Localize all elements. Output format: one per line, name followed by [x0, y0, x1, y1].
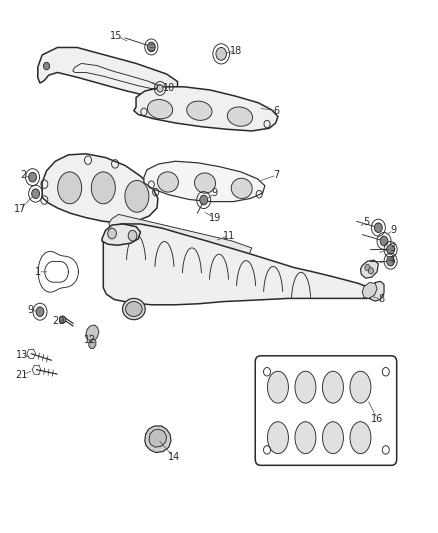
Text: 6: 6 [274, 106, 280, 116]
Text: 20: 20 [52, 316, 64, 326]
Text: 19: 19 [208, 213, 221, 223]
Ellipse shape [322, 371, 343, 403]
Circle shape [36, 307, 44, 317]
Polygon shape [360, 260, 378, 278]
Text: 9: 9 [391, 225, 397, 236]
Polygon shape [145, 426, 171, 453]
Text: 18: 18 [230, 46, 242, 55]
Circle shape [128, 230, 137, 241]
Text: 5: 5 [364, 217, 370, 227]
Ellipse shape [125, 180, 149, 212]
Ellipse shape [126, 302, 142, 317]
Text: 17: 17 [14, 204, 27, 214]
Ellipse shape [231, 178, 252, 198]
Polygon shape [103, 224, 377, 305]
Circle shape [148, 42, 155, 52]
Ellipse shape [91, 172, 115, 204]
Circle shape [43, 62, 49, 70]
Polygon shape [368, 281, 384, 301]
Ellipse shape [322, 422, 343, 454]
Circle shape [28, 172, 36, 182]
Circle shape [32, 189, 39, 198]
Ellipse shape [268, 371, 288, 403]
Circle shape [216, 47, 226, 60]
Polygon shape [134, 87, 278, 131]
Circle shape [108, 228, 117, 239]
FancyBboxPatch shape [255, 356, 397, 465]
Polygon shape [109, 214, 252, 256]
Text: 15: 15 [110, 31, 123, 41]
Polygon shape [89, 339, 96, 349]
Ellipse shape [58, 172, 81, 204]
Ellipse shape [123, 298, 145, 320]
Text: 7: 7 [273, 170, 280, 180]
Circle shape [387, 245, 395, 254]
Ellipse shape [268, 422, 288, 454]
Text: 10: 10 [162, 83, 175, 93]
Polygon shape [86, 325, 99, 341]
Ellipse shape [295, 422, 316, 454]
Circle shape [387, 256, 395, 266]
Text: 11: 11 [223, 231, 235, 241]
Circle shape [374, 223, 382, 232]
Circle shape [365, 264, 370, 271]
Ellipse shape [157, 172, 178, 192]
Circle shape [157, 85, 163, 92]
Text: 16: 16 [371, 414, 383, 424]
Ellipse shape [295, 371, 316, 403]
Text: 9: 9 [27, 305, 33, 315]
Circle shape [60, 316, 66, 324]
Text: 21: 21 [15, 370, 28, 380]
Text: 8: 8 [378, 294, 385, 304]
Text: 1: 1 [35, 267, 41, 277]
Ellipse shape [350, 371, 371, 403]
Text: 4: 4 [389, 255, 395, 265]
Circle shape [368, 268, 374, 274]
Text: 14: 14 [167, 452, 180, 462]
Ellipse shape [148, 100, 173, 119]
Circle shape [200, 195, 208, 205]
Text: 9: 9 [212, 188, 218, 198]
Text: 13: 13 [15, 350, 28, 360]
Polygon shape [362, 282, 377, 298]
Polygon shape [144, 161, 265, 201]
Polygon shape [102, 224, 141, 245]
Ellipse shape [187, 101, 212, 120]
Text: 3: 3 [389, 244, 395, 253]
Circle shape [380, 236, 388, 246]
Polygon shape [42, 154, 158, 223]
Text: 12: 12 [84, 335, 96, 345]
Ellipse shape [350, 422, 371, 454]
Ellipse shape [194, 173, 215, 193]
Text: 2: 2 [20, 170, 27, 180]
Ellipse shape [227, 107, 253, 126]
Polygon shape [149, 429, 166, 447]
Polygon shape [38, 47, 177, 96]
